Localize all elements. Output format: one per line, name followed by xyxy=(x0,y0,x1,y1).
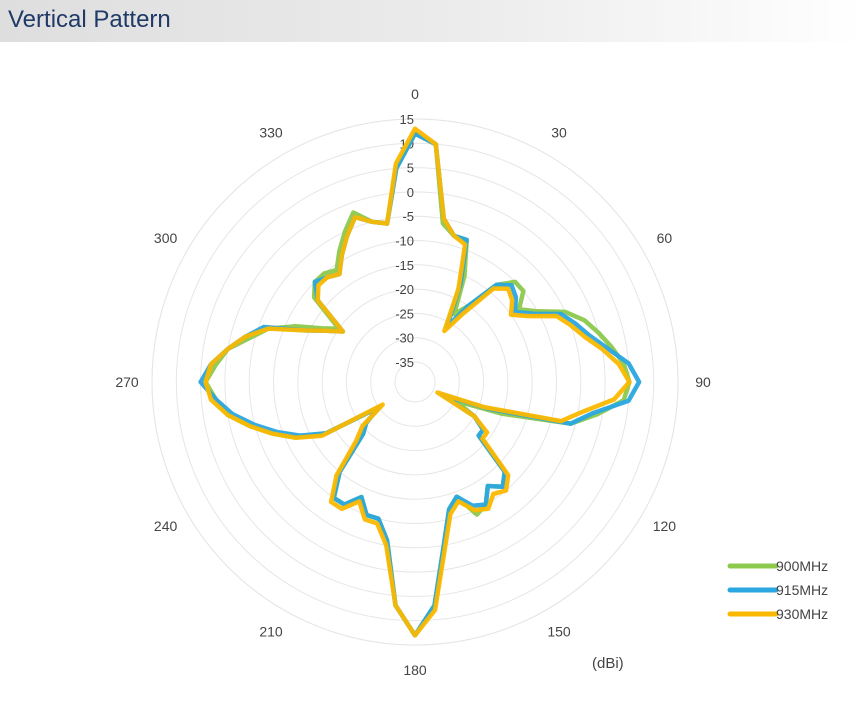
grid-ring xyxy=(248,215,582,549)
grid-ring xyxy=(151,118,679,646)
series-line-930MHz xyxy=(203,126,632,638)
r-tick-label: -35 xyxy=(395,355,414,370)
angle-tick-label: 240 xyxy=(154,518,178,534)
grid-ring xyxy=(224,191,606,573)
r-tick-label: 5 xyxy=(407,161,414,176)
header-bar: Vertical Pattern xyxy=(0,0,862,42)
angle-tick-label: 330 xyxy=(259,125,283,141)
page-title: Vertical Pattern xyxy=(8,6,171,33)
grid-ring xyxy=(345,312,485,452)
angle-tick-label: 180 xyxy=(403,662,427,678)
polar-grid xyxy=(151,118,679,646)
angle-tick-label: 150 xyxy=(547,623,571,639)
r-tick-label: -20 xyxy=(395,282,414,297)
unit-label: (dBi) xyxy=(592,655,624,672)
grid-ring xyxy=(321,288,509,476)
angle-tick-label: 270 xyxy=(115,374,139,390)
grid-ring xyxy=(370,337,460,427)
series-group xyxy=(198,126,642,638)
r-tick-label: -15 xyxy=(395,258,414,273)
series-line-900MHz xyxy=(203,131,632,638)
grid-ring xyxy=(394,361,436,403)
angle-tick-label: 210 xyxy=(259,623,283,639)
angle-tick-label: 30 xyxy=(551,125,567,141)
r-tick-label: -10 xyxy=(395,234,414,249)
angle-tick-label: 300 xyxy=(154,230,178,246)
angle-tick-label: 0 xyxy=(411,86,419,102)
legend-label: 930MHz xyxy=(776,606,828,622)
grid-ring xyxy=(175,142,655,622)
angle-tick-label: 120 xyxy=(653,518,677,534)
angle-tick-label: 90 xyxy=(695,374,711,390)
legend: 900MHz 915MHz 930MHz xyxy=(727,558,828,622)
legend-label: 915MHz xyxy=(776,582,828,598)
r-tick-label: -5 xyxy=(402,209,414,224)
grid-ring xyxy=(297,264,533,500)
r-tick-label: -30 xyxy=(395,331,414,346)
r-tick-label: 0 xyxy=(407,185,414,200)
grid-ring-outer xyxy=(151,118,679,646)
angle-tick-label: 60 xyxy=(657,230,673,246)
r-tick-label: -25 xyxy=(395,306,414,321)
grid-ring xyxy=(273,240,557,524)
r-tick-label: 15 xyxy=(400,112,414,127)
legend-label: 900MHz xyxy=(776,558,828,574)
grid-ring xyxy=(200,167,630,597)
